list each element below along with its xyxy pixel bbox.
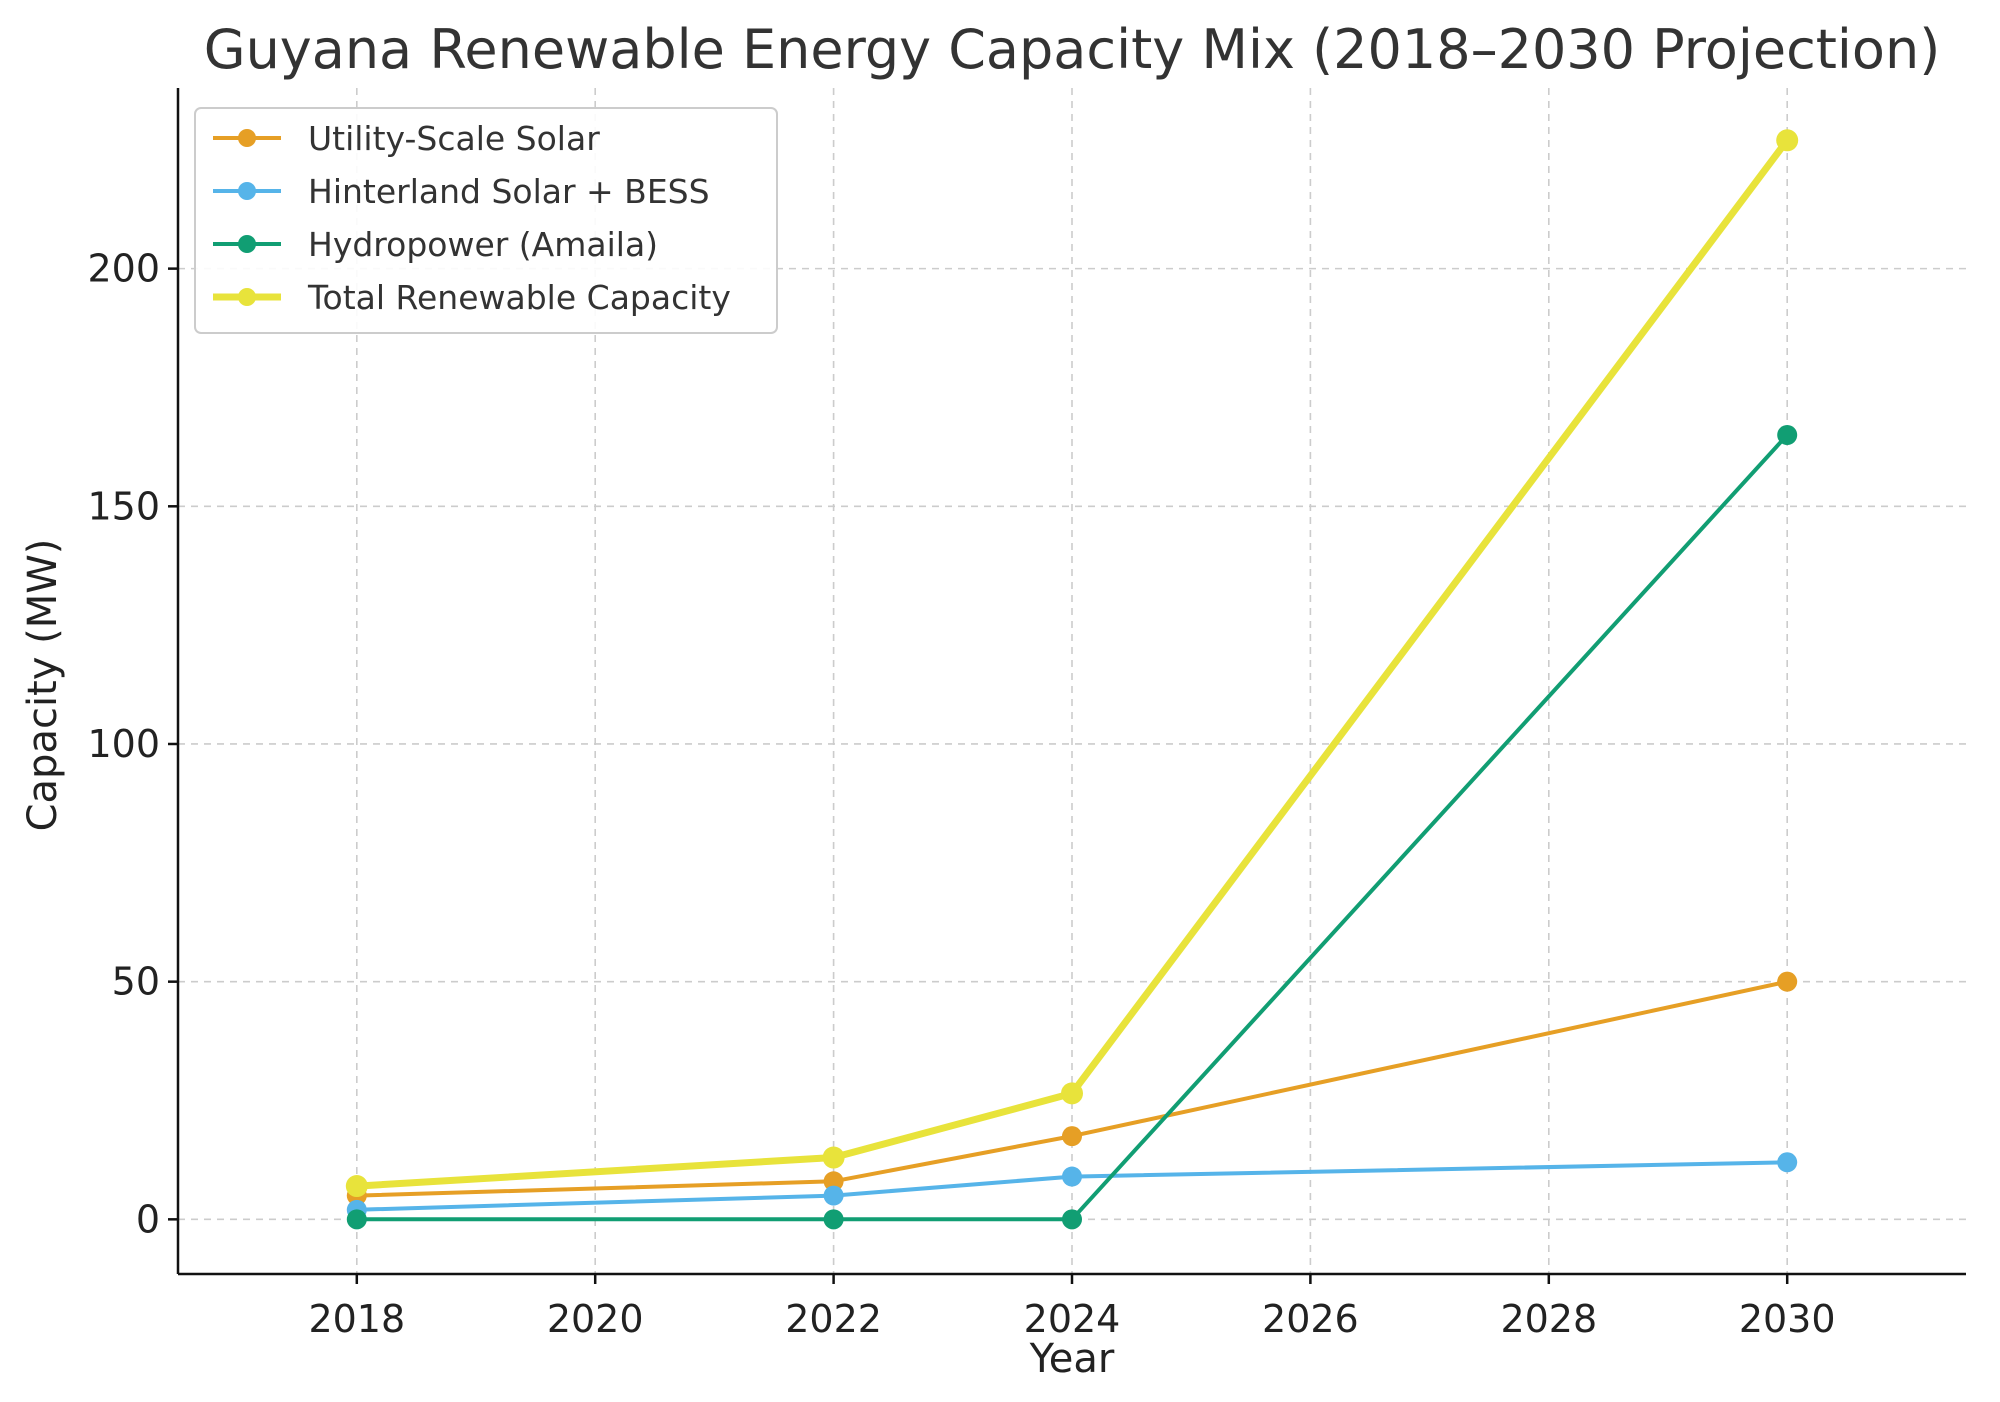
x-tick-label: 2030 bbox=[1739, 1297, 1836, 1341]
legend-marker-swatch bbox=[238, 288, 256, 306]
y-axis-label: Capacity (MW) bbox=[20, 539, 66, 832]
y-tick-label: 0 bbox=[136, 1197, 160, 1241]
legend-marker-swatch bbox=[238, 129, 256, 147]
data-point-hydropower-amaila bbox=[1062, 1209, 1082, 1230]
legend-label: Total Renewable Capacity bbox=[307, 278, 731, 317]
y-tick-label: 100 bbox=[87, 722, 160, 766]
x-tick-label: 2024 bbox=[1024, 1297, 1121, 1341]
data-point-total-renewable-capacity bbox=[345, 1175, 368, 1198]
series-hydropower-amaila bbox=[346, 425, 1798, 1230]
axes: 2018 2020 2022 2024 2026 2028 2030 0 50 100 150 200 bbox=[87, 88, 1966, 1341]
data-point-utility-scale-solar bbox=[823, 1171, 844, 1192]
series-line-hinterland-solar-bess bbox=[354, 1160, 1790, 1212]
data-point-hinterland-solar-bess bbox=[823, 1185, 844, 1206]
data-point-total-renewable-capacity bbox=[1061, 1082, 1083, 1105]
legend-item: Total Renewable Capacity bbox=[213, 278, 731, 317]
series-total-renewable-capacity bbox=[345, 129, 1799, 1198]
data-point-total-renewable-capacity bbox=[822, 1146, 845, 1169]
chart-title: Guyana Renewable Energy Capacity Mix (20… bbox=[204, 18, 1941, 81]
legend-item: Utility-Scale Solar bbox=[213, 119, 600, 158]
series-group bbox=[345, 129, 1799, 1230]
data-point-hydropower-amaila bbox=[346, 1209, 367, 1230]
x-tick-label: 2028 bbox=[1500, 1297, 1597, 1341]
x-tick-label: 2026 bbox=[1262, 1297, 1359, 1341]
series-line-utility-scale-solar bbox=[354, 979, 1790, 1198]
data-point-hinterland-solar-bess bbox=[1062, 1166, 1082, 1187]
x-axis-label: Year bbox=[1029, 1336, 1115, 1382]
data-point-utility-scale-solar bbox=[1062, 1126, 1082, 1147]
y-tick-label: 50 bbox=[112, 960, 160, 1004]
legend-label: Hinterland Solar + BESS bbox=[308, 172, 710, 211]
legend-item: Hinterland Solar + BESS bbox=[213, 172, 710, 211]
series-line-total-renewable-capacity bbox=[353, 136, 1791, 1190]
x-tick-label: 2020 bbox=[547, 1297, 644, 1341]
legend: Utility-Scale Solar Hinterland Solar + BE… bbox=[194, 107, 778, 334]
data-point-total-renewable-capacity bbox=[1776, 129, 1799, 152]
x-tick-label: 2022 bbox=[785, 1297, 882, 1341]
data-point-hinterland-solar-bess bbox=[1777, 1152, 1798, 1173]
legend-item: Hydropower (Amaila) bbox=[213, 225, 658, 264]
legend-marker-swatch bbox=[238, 235, 256, 253]
data-point-utility-scale-solar bbox=[1777, 971, 1798, 992]
legend-marker-swatch bbox=[238, 182, 256, 200]
y-tick-label: 150 bbox=[87, 484, 160, 528]
data-point-hydropower-amaila bbox=[823, 1209, 844, 1230]
legend-box bbox=[194, 107, 778, 334]
legend-label: Utility-Scale Solar bbox=[308, 119, 600, 158]
y-tick-label: 200 bbox=[87, 247, 160, 291]
series-line-hydropower-amaila bbox=[354, 433, 1790, 1222]
x-tick-label: 2018 bbox=[308, 1297, 405, 1341]
data-point-hydropower-amaila bbox=[1777, 425, 1798, 446]
legend-label: Hydropower (Amaila) bbox=[308, 225, 658, 264]
